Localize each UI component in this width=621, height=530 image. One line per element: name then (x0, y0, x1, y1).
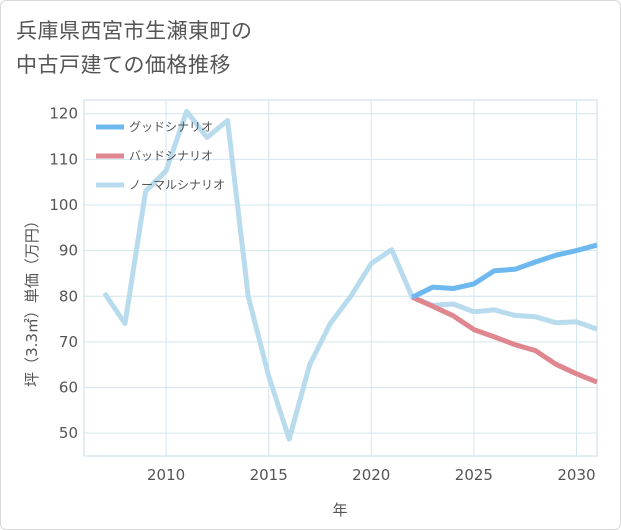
series-line-1 (411, 294, 598, 385)
chart-title-line2: 中古戸建ての価格推移 (16, 53, 231, 77)
y-tick-label: 70 (59, 333, 78, 351)
y-tick-label: 90 (59, 242, 78, 260)
x-tick-label: 2020 (352, 466, 390, 484)
chart-title-line1: 兵庫県西宮市生瀬東町の (16, 19, 253, 43)
y-axis-label: 坪（3.3㎡）単価（万円） (23, 213, 41, 387)
plot-area (83, 99, 598, 457)
y-tick-label: 100 (49, 196, 78, 214)
legend-label-0: グッドシナリオ (129, 120, 213, 134)
x-tick-label: 2015 (250, 466, 288, 484)
series-group (102, 108, 598, 442)
grid (83, 99, 598, 457)
y-tick-label: 120 (49, 105, 78, 123)
series-line-2 (102, 108, 598, 442)
x-tick-label: 2025 (455, 466, 493, 484)
series-line-0 (411, 242, 598, 300)
y-tick-label: 60 (59, 379, 78, 397)
x-axis-label: 年 (332, 501, 347, 519)
legend-label-2: ノーマルシナリオ (129, 178, 225, 192)
legend-label-1: バッドシナリオ (129, 149, 213, 163)
x-tick-label: 2030 (557, 466, 595, 484)
x-tick-label: 2010 (147, 466, 185, 484)
tick-labels: 50 60 70 80 90 100 110 120 2010 2015 2020 2025 2030 (49, 105, 595, 484)
chart-title: 兵庫県西宮市生瀬東町の 中古戸建ての価格推移 (16, 14, 253, 82)
y-tick-label: 50 (59, 424, 78, 442)
y-tick-label: 80 (59, 287, 78, 305)
y-tick-label: 110 (49, 150, 78, 168)
